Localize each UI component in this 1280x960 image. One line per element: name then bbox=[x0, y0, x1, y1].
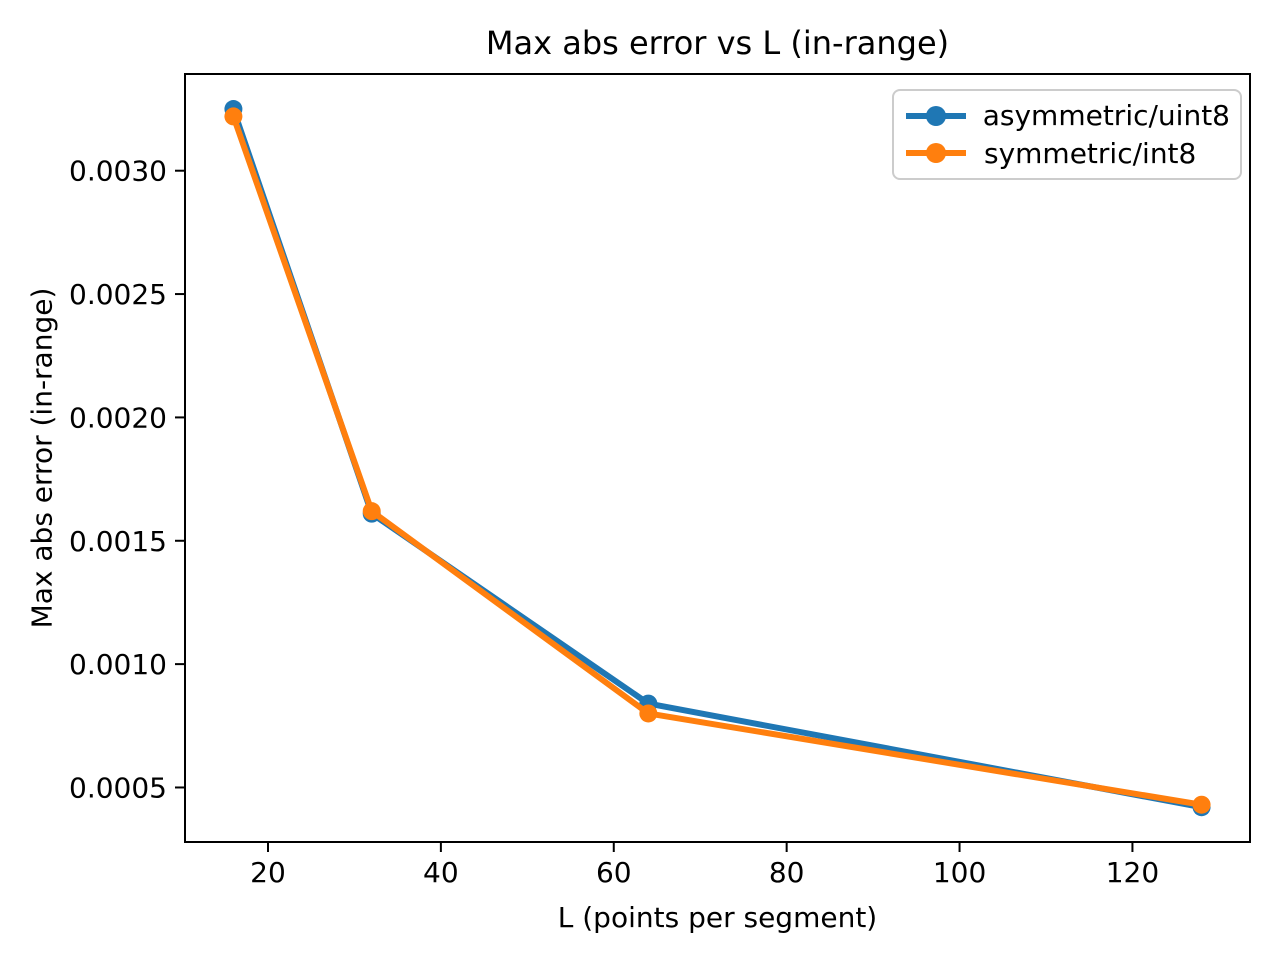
legend-entry-asymmetric-uint8: asymmetric/uint8 bbox=[904, 99, 1230, 132]
x-tick-label: 20 bbox=[250, 856, 286, 889]
data-point-symmetric-int8 bbox=[224, 107, 243, 126]
y-tick-label: 0.0010 bbox=[69, 648, 167, 681]
data-point-symmetric-int8 bbox=[1192, 795, 1211, 814]
legend-line-marker-icon bbox=[906, 105, 966, 126]
y-tick-label: 0.0015 bbox=[69, 525, 167, 558]
y-tick-label: 0.0020 bbox=[69, 401, 167, 434]
x-tick-label: 100 bbox=[933, 856, 986, 889]
legend-label-symmetric-int8: symmetric/int8 bbox=[984, 136, 1197, 170]
x-axis-label: L (points per segment) bbox=[557, 901, 878, 934]
x-tick-label: 120 bbox=[1106, 856, 1159, 889]
legend-line-marker-icon bbox=[906, 143, 966, 164]
x-tick-label: 80 bbox=[769, 856, 805, 889]
legend: asymmetric/uint8 symmetric/int8 bbox=[892, 89, 1242, 180]
x-tick-label: 60 bbox=[596, 856, 632, 889]
y-axis-label: Max abs error (in-range) bbox=[25, 287, 59, 629]
legend-entry-symmetric-int8: symmetric/int8 bbox=[904, 137, 1230, 170]
data-point-symmetric-int8 bbox=[362, 502, 381, 521]
y-tick-label: 0.0005 bbox=[69, 771, 167, 804]
y-tick-label: 0.0025 bbox=[69, 278, 167, 311]
series-line-asymmetric-uint8 bbox=[230, 106, 1205, 811]
series-line-symmetric-int8 bbox=[230, 113, 1205, 808]
axes-spines bbox=[184, 73, 1251, 843]
chart-title: Max abs error vs L (in-range) bbox=[485, 24, 950, 62]
y-tick-label: 0.0030 bbox=[69, 155, 167, 188]
legend-label-asymmetric-uint8: asymmetric/uint8 bbox=[982, 99, 1230, 133]
x-tick-label: 40 bbox=[423, 856, 459, 889]
data-point-symmetric-int8 bbox=[639, 704, 658, 723]
